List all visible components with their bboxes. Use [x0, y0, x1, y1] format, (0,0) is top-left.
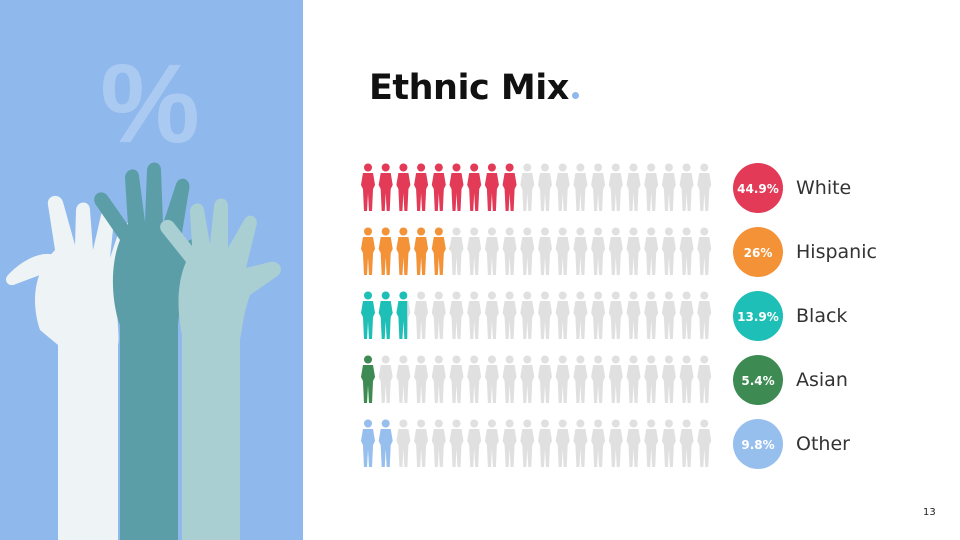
raised-hands-illustration: %: [5, 41, 281, 540]
category-label: Hispanic: [796, 241, 877, 263]
pictogram-row-hispanic: 26% Hispanic: [361, 227, 877, 277]
pictogram-row-white: 44.9% White: [361, 163, 851, 213]
value-label: 26%: [744, 246, 773, 260]
value-badge: [733, 163, 783, 213]
value-badge: [733, 355, 783, 405]
value-label: 9.8%: [741, 438, 774, 452]
category-label: White: [796, 177, 851, 199]
value-badge: [733, 227, 783, 277]
value-label: 5.4%: [741, 374, 774, 388]
pictogram-icons-inactive: [361, 291, 712, 339]
value-label: 13.9%: [737, 310, 779, 324]
percent-symbol: %: [100, 41, 200, 166]
pictogram-icons-filled: [361, 227, 451, 275]
pictogram-row-black: 13.9% Black: [361, 291, 847, 341]
title-dot: [571, 92, 579, 99]
title-text: Ethnic Mix: [369, 68, 569, 108]
pictogram-icons-filled: [361, 163, 517, 211]
pictogram-icons-filled: [361, 291, 408, 339]
pictogram-icons-inactive: [361, 163, 712, 211]
value-badge: [733, 419, 783, 469]
pictogram-icons-filled: [361, 419, 393, 467]
white-hand: [5, 195, 133, 540]
category-label: Black: [796, 305, 847, 327]
value-badge: [733, 291, 783, 341]
pictogram-icons-inactive: [361, 355, 712, 403]
decorative-panel: %: [0, 0, 303, 540]
pictogram-icons-inactive: [361, 227, 712, 275]
slide-title: Ethnic Mix: [369, 68, 579, 108]
light-teal-hand: [160, 198, 281, 540]
category-label: Other: [796, 433, 850, 455]
pictogram-row-asian: 5.4% Asian: [361, 355, 848, 405]
pictogram-row-other: 9.8% Other: [361, 419, 850, 469]
category-label: Asian: [796, 369, 848, 391]
pictogram-icons-inactive: [361, 419, 712, 467]
page-number: 13: [923, 507, 936, 518]
pictogram-icons-filled: [361, 355, 375, 403]
value-label: 44.9%: [737, 182, 779, 196]
